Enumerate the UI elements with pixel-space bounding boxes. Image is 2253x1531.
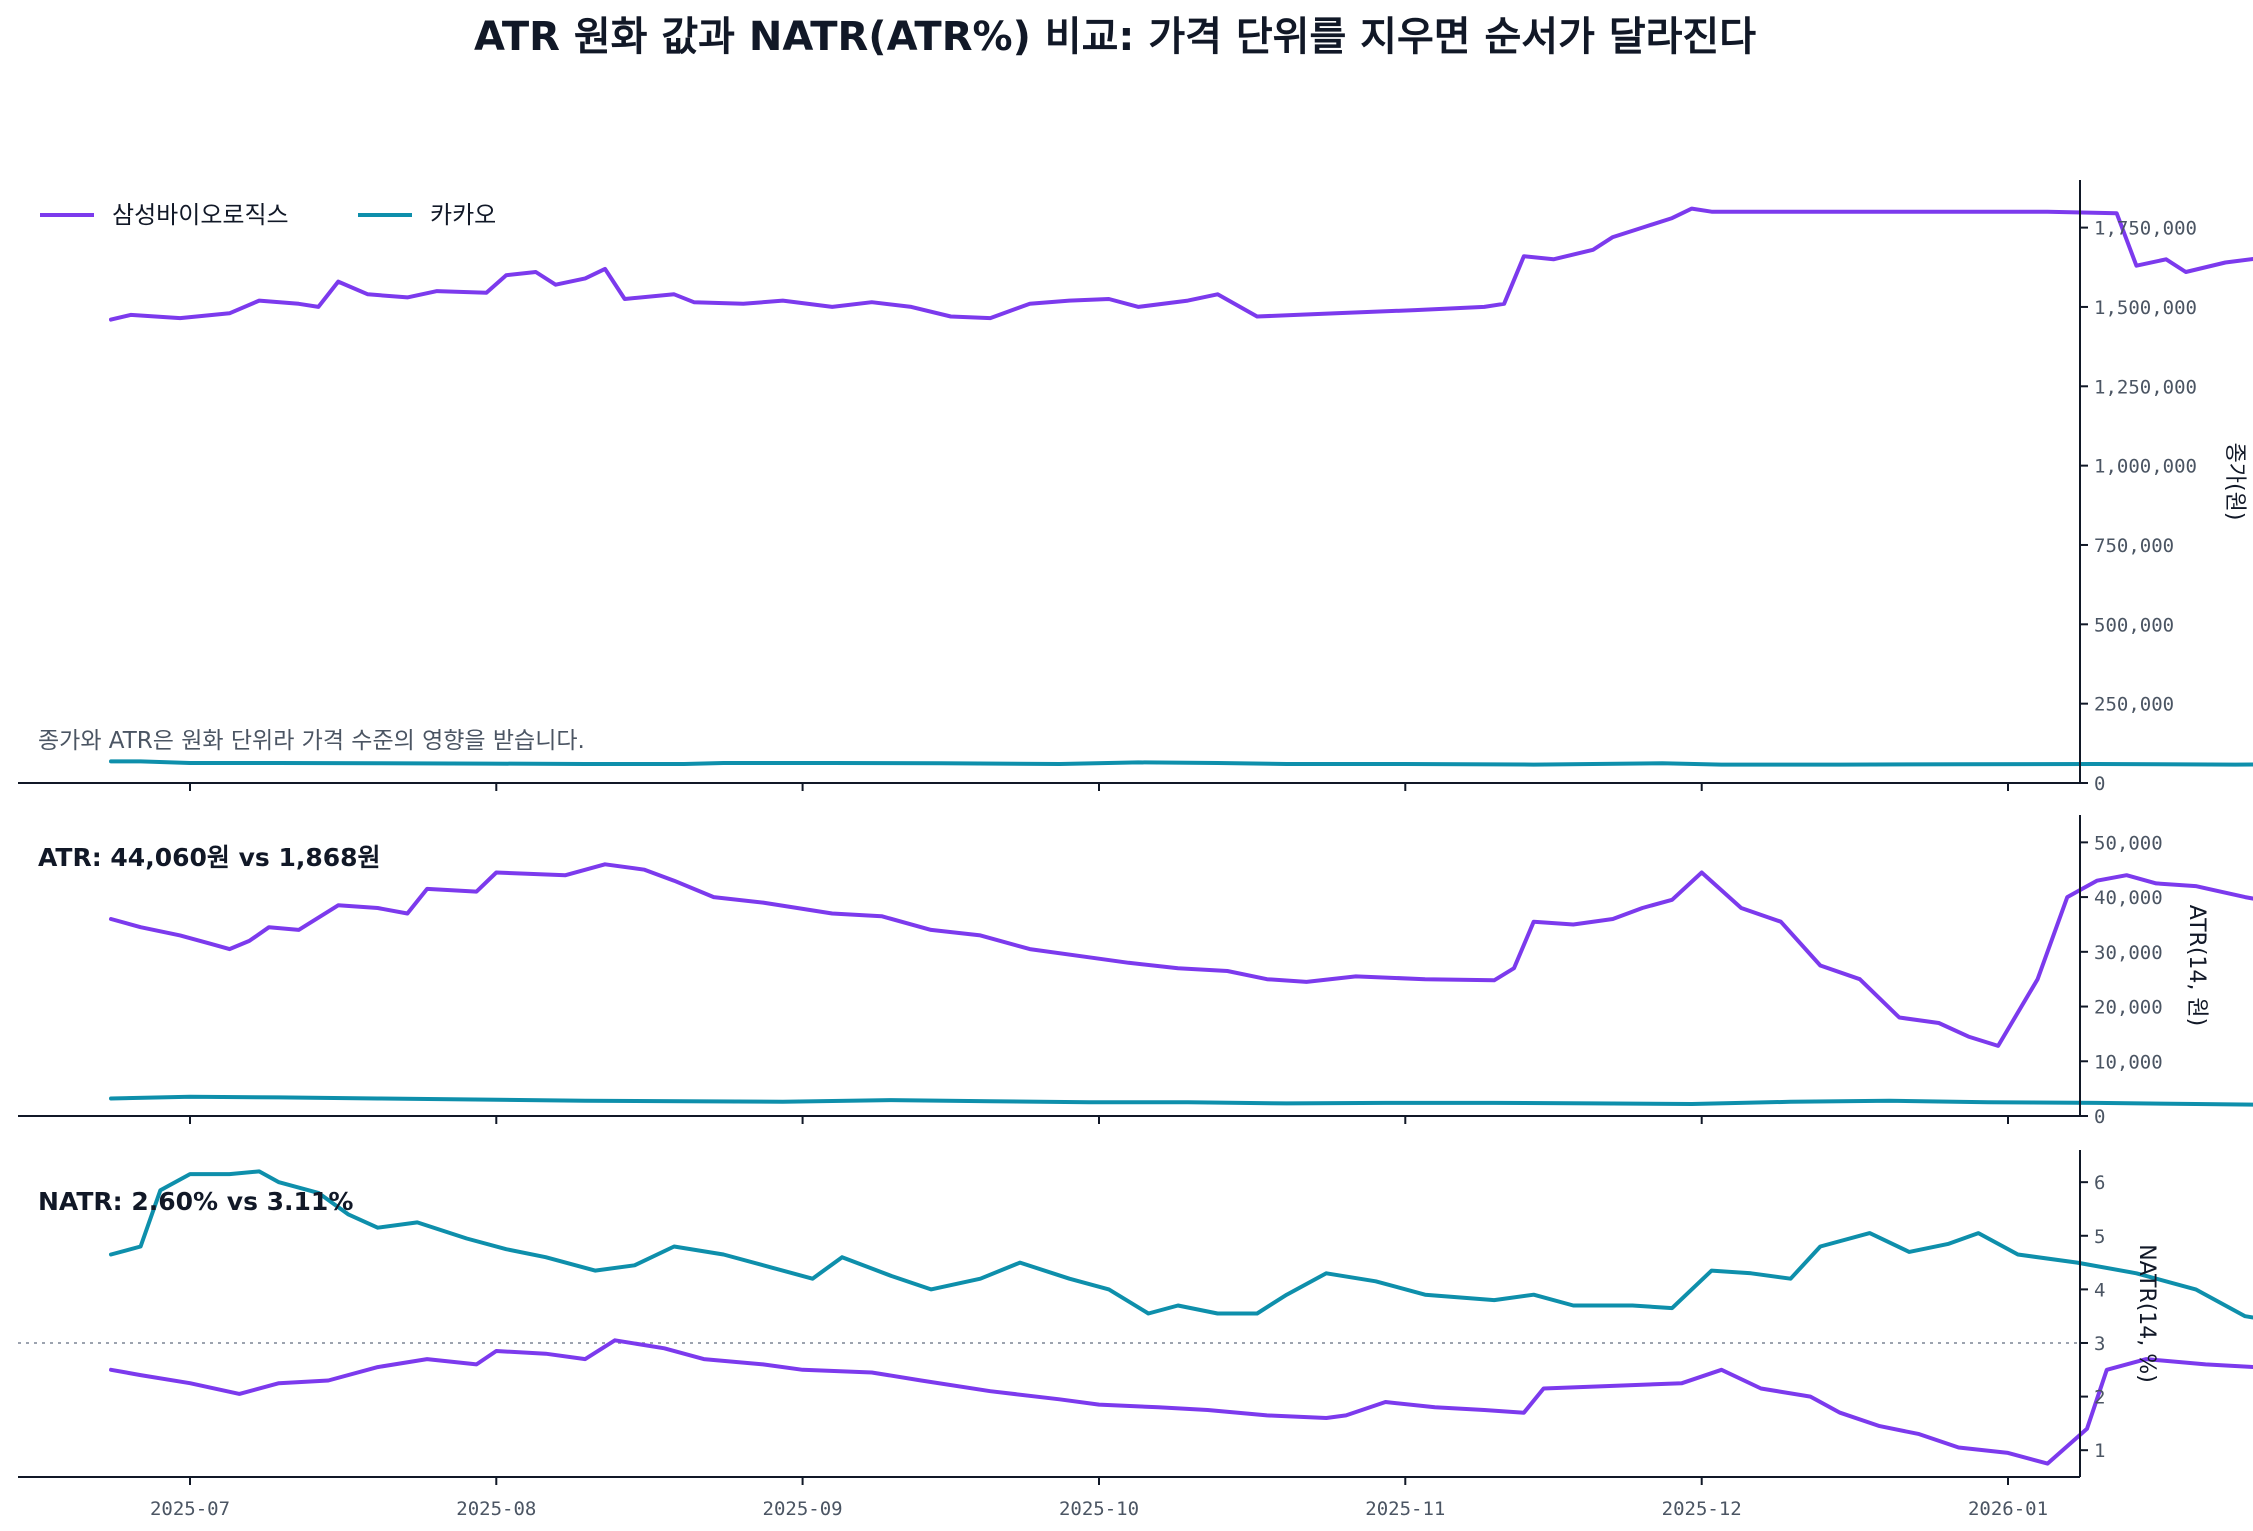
y-tick-label: 20,000 bbox=[2094, 997, 2163, 1019]
panel-atr: 0 10,000 20,000 30,000 40,000 50,000 ATR(14, 원… bbox=[18, 815, 2253, 1128]
y-tick-label: 0 bbox=[2094, 773, 2105, 795]
y-tick-label: 0 bbox=[2094, 1106, 2105, 1128]
panel-annotation: NATR: 2.60% vs 3.11% bbox=[38, 1187, 353, 1216]
y-tick-label: 500,000 bbox=[2094, 614, 2174, 636]
series-line-samsung bbox=[109, 862, 2253, 1048]
series-line-samsung bbox=[109, 206, 2253, 322]
x-tick-label: 2025-09 bbox=[763, 1498, 843, 1520]
legend-label: 삼성바이오로직스 bbox=[112, 201, 289, 229]
x-tick-label: 2025-11 bbox=[1365, 1498, 1445, 1520]
y-tick-label: 4 bbox=[2094, 1279, 2105, 1301]
y-tick-label: 5 bbox=[2094, 1226, 2105, 1248]
y-tick-label: 2 bbox=[2094, 1387, 2105, 1409]
y-tick-label: 250,000 bbox=[2094, 694, 2174, 716]
y-tick-label: 50,000 bbox=[2094, 832, 2163, 854]
y-tick-label: 1,000,000 bbox=[2094, 456, 2197, 478]
y-tick-label: 750,000 bbox=[2094, 535, 2174, 557]
series-line-kakao bbox=[109, 1169, 2253, 1320]
y-tick-label: 3 bbox=[2094, 1333, 2105, 1355]
y-tick-label: 30,000 bbox=[2094, 942, 2163, 964]
y-axis-label: 종가(원) bbox=[2222, 443, 2247, 521]
legend-item-kakao: 카카오 bbox=[358, 201, 496, 229]
y-tick-label: 10,000 bbox=[2094, 1051, 2163, 1073]
panel-annotation: ATR: 44,060원 vs 1,868원 bbox=[38, 843, 381, 872]
panel-natr: 1 2 3 4 5 6 2025-07 2025-08 2025-09 2025-10 2025-1… bbox=[18, 1150, 2253, 1520]
x-tick-label: 2025-12 bbox=[1662, 1498, 1742, 1520]
x-tick-label: 2026-01 bbox=[1968, 1498, 2048, 1520]
y-axis-label: ATR(14, 원) bbox=[2184, 905, 2209, 1026]
x-tick-label: 2025-10 bbox=[1059, 1498, 1139, 1520]
legend-label: 카카오 bbox=[430, 201, 496, 229]
y-tick-label: 1,250,000 bbox=[2094, 376, 2197, 398]
chart-panels: 0250,000500,000750,0001,000,0001,250,000… bbox=[18, 180, 2253, 1520]
chart-title: ATR 원화 값과 NATR(ATR%) 비교: 가격 단위를 지우면 순서가 … bbox=[474, 14, 1756, 60]
y-tick-label: 1,750,000 bbox=[2094, 218, 2197, 240]
panel-annotation: 종가와 ATR은 원화 단위라 가격 수준의 영향을 받습니다. bbox=[38, 728, 585, 754]
y-tick-label: 1 bbox=[2094, 1440, 2105, 1462]
y-tick-label: 40,000 bbox=[2094, 887, 2163, 909]
x-tick-label: 2025-07 bbox=[150, 1498, 230, 1520]
legend: 삼성바이오로직스 카카오 bbox=[40, 201, 496, 229]
series-line-samsung bbox=[109, 1338, 2253, 1466]
y-tick-label: 6 bbox=[2094, 1172, 2105, 1194]
series-line-kakao bbox=[109, 759, 2253, 767]
legend-item-samsung: 삼성바이오로직스 bbox=[40, 201, 289, 229]
y-axis-label: NATR(14, %) bbox=[2134, 1244, 2159, 1383]
x-tick-label: 2025-08 bbox=[456, 1498, 536, 1520]
y-tick-label: 1,500,000 bbox=[2094, 297, 2197, 319]
series-line-kakao bbox=[109, 1094, 2253, 1107]
panel-price: 0 250,000 500,000 750,000 1,000,000 1,250,000… bbox=[18, 180, 2253, 795]
